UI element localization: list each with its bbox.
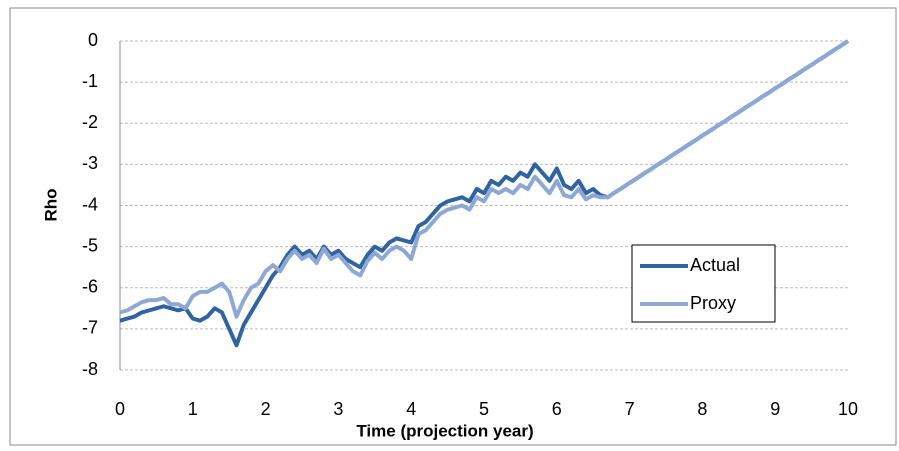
x-tick-label: 5 [479, 399, 489, 419]
x-tick-label: 7 [625, 399, 635, 419]
y-axis-label: Rho [41, 188, 60, 221]
legend-label: Proxy [690, 293, 736, 313]
x-axis-label: Time (projection year) [356, 421, 533, 440]
x-tick-label: 1 [188, 399, 198, 419]
y-tick-label: -8 [82, 359, 98, 379]
legend-label: Actual [690, 255, 740, 275]
x-tick-label: 10 [838, 399, 858, 419]
y-tick-label: -5 [82, 235, 98, 255]
x-tick-label: 6 [552, 399, 562, 419]
series-line [119, 39, 850, 319]
y-tick-label: -4 [82, 194, 98, 214]
y-tick-label: 0 [88, 30, 98, 50]
x-tick-label: 4 [406, 399, 416, 419]
legend-box [631, 244, 776, 323]
x-tick-label: 3 [333, 399, 343, 419]
y-tick-label: -1 [82, 71, 98, 91]
x-tick-label: 8 [697, 399, 707, 419]
y-tick-label: -6 [82, 277, 98, 297]
y-tick-label: -7 [82, 318, 98, 338]
y-tick-label: -2 [82, 112, 98, 132]
x-tick-label: 0 [115, 399, 125, 419]
chart-frame [9, 7, 897, 446]
x-tick-label: 9 [770, 399, 780, 419]
x-tick-label: 2 [261, 399, 271, 419]
y-tick-label: -3 [82, 153, 98, 173]
